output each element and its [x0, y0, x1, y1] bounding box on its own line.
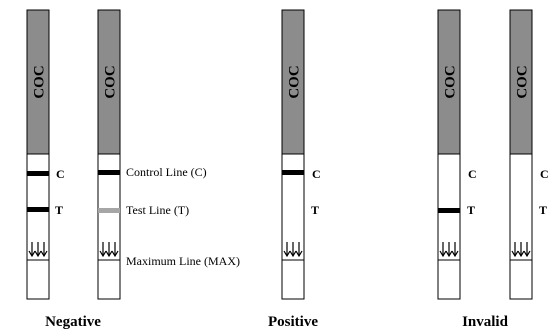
sample-pad	[27, 10, 49, 154]
sample-pad	[438, 10, 460, 154]
flow-arrows	[99, 241, 119, 257]
sample-pad	[282, 10, 304, 154]
strip-negative-1: COC C T	[26, 9, 65, 300]
max-line-annotation: Maximum Line (MAX)	[126, 254, 240, 268]
control-line	[282, 170, 304, 175]
caption-positive: Positive	[268, 314, 318, 329]
flow-arrows	[439, 241, 459, 257]
test-mark: T	[55, 203, 63, 217]
test-mark: T	[539, 203, 547, 217]
strip-label: COC	[103, 65, 119, 98]
strip-positive: COC C T	[281, 9, 321, 300]
flow-arrows	[283, 241, 303, 257]
caption-invalid: Invalid	[462, 314, 509, 329]
control-mark: C	[468, 167, 477, 181]
control-mark: C	[540, 167, 549, 181]
strip-label: COC	[287, 65, 303, 98]
flow-arrows	[28, 241, 48, 257]
test-mark: T	[467, 203, 475, 217]
strip-label: COC	[443, 65, 459, 98]
test-line	[438, 208, 460, 213]
caption-negative: Negative	[45, 314, 101, 329]
test-mark: T	[311, 203, 319, 217]
strip-invalid-1: COC C T	[437, 9, 477, 300]
strip-label: COC	[32, 65, 48, 98]
strip-label: COC	[515, 65, 531, 98]
sample-pad	[98, 10, 120, 154]
control-line	[98, 170, 120, 175]
strip-invalid-2: COC C T	[509, 9, 549, 300]
faint-test-line	[98, 208, 120, 213]
control-mark: C	[56, 167, 65, 181]
control-line-annotation: Control Line (C)	[126, 165, 207, 179]
test-line-annotation: Test Line (T)	[126, 203, 189, 217]
control-mark: C	[312, 167, 321, 181]
control-line	[27, 171, 49, 176]
flow-arrows	[511, 241, 531, 257]
test-line	[27, 207, 49, 212]
sample-pad	[510, 10, 532, 154]
strip-negative-2: COC Control Line (C) Test Line (T) Maxim…	[97, 9, 240, 300]
